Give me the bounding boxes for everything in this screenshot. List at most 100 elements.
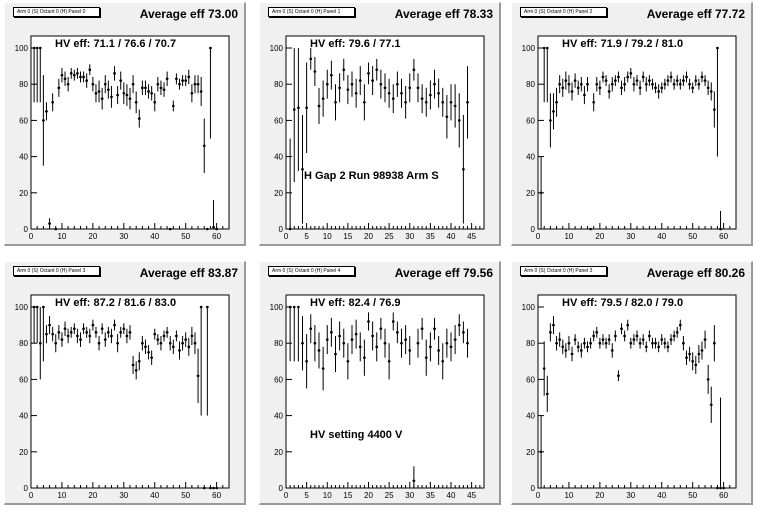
plot-panel-0: Arm 0 (S) Octant 0 (H) Panel 0 Average ef… — [4, 2, 246, 246]
data-point — [651, 82, 654, 86]
data-point — [638, 341, 642, 345]
x-tick-label: 50 — [181, 491, 190, 500]
data-point — [466, 101, 469, 104]
hv-efficiency-label: HV eff: 71.9 / 79.2 / 81.0 — [562, 38, 683, 50]
data-point — [635, 334, 639, 338]
data-point — [420, 327, 424, 331]
data-point — [38, 46, 42, 50]
panel-label: Arm 0 (S) Octant 0 (H) Panel 2 — [520, 7, 607, 17]
data-point — [330, 331, 333, 334]
data-point — [178, 82, 181, 86]
data-point — [131, 82, 135, 86]
data-point — [321, 367, 325, 370]
data-point — [700, 349, 704, 352]
data-point — [156, 338, 160, 341]
data-point — [654, 341, 657, 345]
data-point — [165, 331, 169, 334]
data-point — [42, 305, 45, 309]
data-point — [134, 369, 138, 372]
data-point — [125, 93, 129, 97]
data-point — [358, 345, 362, 349]
data-point — [391, 97, 395, 100]
data-point — [363, 101, 366, 104]
data-point — [635, 79, 639, 82]
data-point — [141, 341, 144, 345]
data-point — [400, 341, 403, 345]
data-point — [555, 101, 558, 104]
x-tick-label: 20 — [595, 491, 604, 500]
data-point — [199, 305, 203, 309]
data-point — [85, 331, 88, 334]
x-tick-label: 40 — [657, 232, 666, 241]
data-point — [82, 327, 85, 331]
data-point — [549, 331, 552, 334]
data-point — [66, 82, 70, 86]
data-point — [137, 360, 141, 363]
data-point — [722, 486, 725, 490]
data-point — [583, 341, 586, 345]
data-point — [679, 323, 682, 327]
data-point — [626, 323, 630, 327]
data-point — [66, 334, 70, 338]
data-point — [301, 341, 304, 345]
data-point — [288, 305, 292, 309]
x-tick-label: 5 — [304, 232, 309, 241]
data-point — [539, 450, 543, 454]
data-point — [669, 338, 673, 341]
x-tick-label: 30 — [119, 491, 128, 500]
data-point — [614, 334, 617, 338]
data-point — [69, 72, 73, 75]
data-point — [57, 86, 61, 90]
average-efficiency-label: Average eff 83.87 — [139, 266, 238, 280]
x-tick-label: 30 — [626, 491, 635, 500]
data-point — [54, 227, 58, 231]
data-point — [555, 341, 558, 345]
x-tick-label: 0 — [284, 232, 289, 241]
x-tick-label: 10 — [323, 232, 332, 241]
data-point — [297, 305, 300, 309]
data-point — [595, 82, 599, 86]
data-point — [297, 106, 300, 110]
data-point — [63, 327, 67, 331]
x-tick-label: 0 — [536, 232, 541, 241]
data-point — [35, 305, 39, 309]
data-point — [91, 323, 95, 327]
plot-annotation: H Gap 2 Run 98938 Arm S — [304, 170, 439, 182]
data-point — [116, 341, 119, 345]
data-point — [202, 144, 206, 148]
data-point — [301, 167, 304, 171]
hv-efficiency-label: HV eff: 82.4 / 76.9 — [310, 297, 401, 309]
data-point — [691, 86, 694, 90]
data-point — [682, 79, 685, 82]
data-point — [706, 86, 710, 90]
data-point — [601, 338, 605, 341]
data-point — [706, 378, 710, 381]
data-point — [424, 101, 428, 104]
data-point — [429, 93, 432, 97]
data-point — [119, 331, 123, 334]
x-tick-label: 60 — [719, 232, 728, 241]
data-point — [137, 117, 141, 120]
y-tick-label: 60 — [19, 375, 28, 384]
data-point — [144, 86, 147, 90]
data-point — [626, 75, 630, 79]
x-tick-label: 40 — [447, 491, 456, 500]
data-point — [580, 82, 583, 86]
x-tick-label: 45 — [467, 491, 476, 500]
scatter-plot: 0 20 40 60 80 100 0 10 20 30 40 50 60 HV eff: 87.2 / … — [15, 294, 230, 500]
data-point — [69, 331, 73, 334]
y-tick-label: 100 — [270, 44, 284, 53]
data-point — [346, 360, 350, 363]
plot-frame — [285, 35, 485, 230]
average-efficiency-label: Average eff 78.33 — [394, 7, 493, 21]
data-point — [457, 119, 461, 122]
data-point — [313, 341, 317, 345]
data-point — [110, 334, 113, 338]
panel-label: Arm 0 (S) Octant 0 (H) Panel 3 — [520, 266, 607, 276]
data-point — [558, 338, 561, 341]
data-point — [60, 338, 64, 341]
scatter-plot: 0 20 40 60 80 100 0 5 10 15 20 25 30 35 40 45 HV eff: 82… — [270, 294, 485, 500]
data-point — [181, 79, 184, 82]
data-point — [400, 91, 403, 95]
data-point — [404, 338, 407, 341]
